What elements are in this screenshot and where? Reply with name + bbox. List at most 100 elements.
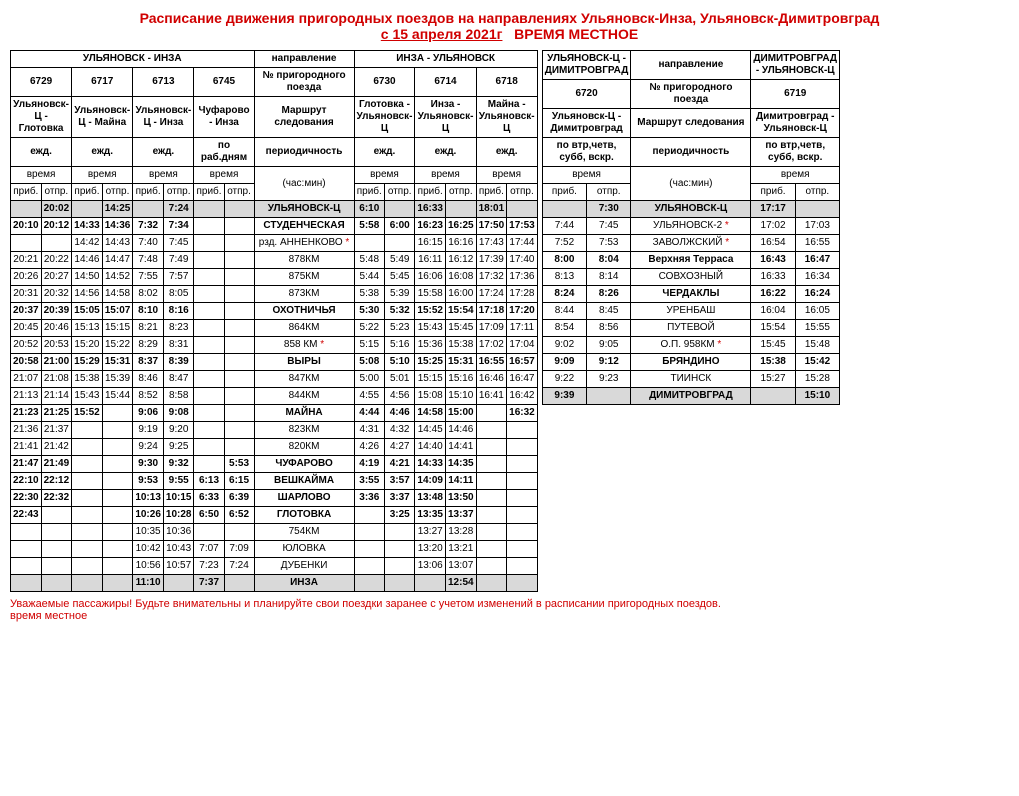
dep-time xyxy=(507,201,538,218)
station-name: СОВХОЗНЫЙ xyxy=(631,269,751,286)
dep-time: 9:05 xyxy=(587,337,631,354)
arr-time: 21:36 xyxy=(11,422,42,439)
arr-time: 22:10 xyxy=(11,473,42,490)
dep-time xyxy=(102,439,133,456)
dep-time xyxy=(385,201,415,218)
station-name: СТУДЕНЧЕСКАЯ xyxy=(254,218,354,235)
dep-time: 7:24 xyxy=(224,558,254,575)
arr-time: 14:33 xyxy=(415,456,446,473)
arr-time: 14:45 xyxy=(415,422,446,439)
arr-time: 21:47 xyxy=(11,456,42,473)
dep-time: 22:32 xyxy=(41,490,72,507)
dep-time xyxy=(224,337,254,354)
arr-time: 8:37 xyxy=(133,354,164,371)
arr-time: 6:50 xyxy=(194,507,224,524)
arr-time: 13:06 xyxy=(415,558,446,575)
station-name: УЛЬЯНОВСК-2 * xyxy=(631,218,751,235)
dep-time: 15:31 xyxy=(102,354,133,371)
station-name: ПУТЕВОЙ xyxy=(631,320,751,337)
route: Ульяновск-Ц - Димитровград xyxy=(542,109,631,138)
arr-time: 7:52 xyxy=(542,235,586,252)
arr-time: 20:21 xyxy=(11,252,42,269)
dep-time: 17:40 xyxy=(507,252,538,269)
arr-time xyxy=(476,490,507,507)
dep-label: отпр. xyxy=(163,184,194,201)
route: Чуфарово - Инза xyxy=(194,97,254,138)
arr-time: 11:10 xyxy=(133,575,164,592)
dep-time xyxy=(41,507,72,524)
dep-time: 10:57 xyxy=(163,558,194,575)
arr-time xyxy=(194,524,224,541)
dep-time xyxy=(224,286,254,303)
arr-time: 8:46 xyxy=(133,371,164,388)
station-name: ЗАВОЛЖСКИЙ * xyxy=(631,235,751,252)
arr-time: 15:29 xyxy=(72,354,103,371)
station-name: УЛЬЯНОВСК-Ц xyxy=(631,201,751,218)
table-row: 21:1321:1415:4315:448:528:58844КМ4:554:5… xyxy=(11,388,538,405)
arr-time: 7:37 xyxy=(194,575,224,592)
table-row: 22:4310:2610:286:506:52ГЛОТОВКА3:2513:35… xyxy=(11,507,538,524)
table-row: 20:4520:4615:1315:158:218:23864КМ5:225:2… xyxy=(11,320,538,337)
arr-time xyxy=(476,507,507,524)
table-row: 8:008:04Верхняя Терраса16:4316:47 xyxy=(542,252,839,269)
arr-time xyxy=(476,575,507,592)
train-no: 6730 xyxy=(354,68,415,97)
table-row: 9:029:05О.П. 958КМ *15:4515:48 xyxy=(542,337,839,354)
dep-time: 15:42 xyxy=(795,354,839,371)
station-name: ШАРЛОВО xyxy=(254,490,354,507)
dep-time xyxy=(507,524,538,541)
arr-time: 6:33 xyxy=(194,490,224,507)
arr-time: 9:06 xyxy=(133,405,164,422)
frequency-label: периодичность xyxy=(631,138,751,167)
arr-time xyxy=(72,524,103,541)
arr-time: 17:02 xyxy=(476,337,507,354)
dep-time: 20:39 xyxy=(41,303,72,320)
dep-time: 15:55 xyxy=(795,320,839,337)
table-row: 20:0214:257:24УЛЬЯНОВСК-Ц6:1016:3318:01 xyxy=(11,201,538,218)
dep-time: 15:15 xyxy=(102,320,133,337)
arr-time: 10:42 xyxy=(133,541,164,558)
dep-time: 21:49 xyxy=(41,456,72,473)
dep-time xyxy=(102,490,133,507)
arr-label: приб. xyxy=(133,184,164,201)
dep-time xyxy=(224,201,254,218)
arr-time: 16:33 xyxy=(751,269,795,286)
arr-time: 20:31 xyxy=(11,286,42,303)
arr-time: 18:01 xyxy=(476,201,507,218)
dep-time xyxy=(224,439,254,456)
arr-time: 9:39 xyxy=(542,388,586,405)
station-name: ЧУФАРОВО xyxy=(254,456,354,473)
arr-time: 9:53 xyxy=(133,473,164,490)
dir-out-label: УЛЬЯНОВСК - ИНЗА xyxy=(11,51,255,68)
dep-time xyxy=(587,388,631,405)
arr-time: 15:08 xyxy=(415,388,446,405)
frequency: по втр,четв, субб, вскр. xyxy=(542,138,631,167)
time-label: время xyxy=(11,167,72,184)
arr-time: 14:46 xyxy=(72,252,103,269)
dep-time: 14:58 xyxy=(102,286,133,303)
dep-time xyxy=(507,473,538,490)
arr-time xyxy=(194,235,224,252)
arr-time: 8:13 xyxy=(542,269,586,286)
arr-time xyxy=(72,201,103,218)
arr-time: 15:36 xyxy=(415,337,446,354)
dep-time: 21:42 xyxy=(41,439,72,456)
station-name: рзд. АННЕНКОВО * xyxy=(254,235,354,252)
dep-time: 15:54 xyxy=(446,303,477,320)
arr-time: 4:26 xyxy=(354,439,384,456)
title-line1: Расписание движения пригородных поездов … xyxy=(10,10,1009,26)
arr-time xyxy=(354,524,384,541)
arr-time: 5:00 xyxy=(354,371,384,388)
train-no: 6718 xyxy=(476,68,537,97)
dep-time: 17:11 xyxy=(507,320,538,337)
dep-time: 5:49 xyxy=(385,252,415,269)
arr-time: 15:38 xyxy=(751,354,795,371)
dep-time: 14:25 xyxy=(102,201,133,218)
arr-time: 5:38 xyxy=(354,286,384,303)
dep-time: 6:00 xyxy=(385,218,415,235)
dep-time: 15:31 xyxy=(446,354,477,371)
arr-time: 14:09 xyxy=(415,473,446,490)
arr-time xyxy=(194,371,224,388)
arr-time: 16:43 xyxy=(751,252,795,269)
station-name: 873КМ xyxy=(254,286,354,303)
